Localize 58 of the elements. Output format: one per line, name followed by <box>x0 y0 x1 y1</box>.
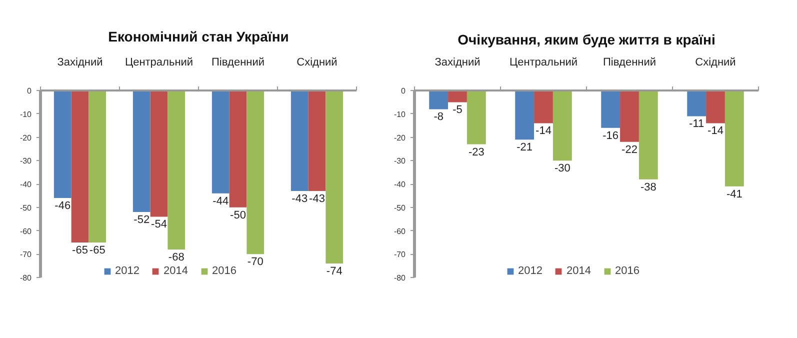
y-tick-label: 0 <box>401 86 406 96</box>
y-tick-label: -60 <box>20 226 32 236</box>
data-label: -8 <box>434 111 444 124</box>
legend-label: 2014 <box>566 265 591 277</box>
legend-label: 2016 <box>614 265 640 277</box>
y-tick-label: -50 <box>20 203 32 212</box>
chart-title: Економічний стан України <box>108 28 289 44</box>
x-tick-label: Західний <box>57 56 103 68</box>
y-tick-label: -40 <box>20 180 32 189</box>
data-label: -50 <box>230 209 246 222</box>
data-label: -43 <box>309 193 325 206</box>
y-tick-label: -20 <box>20 133 32 142</box>
y-tick-label: -10 <box>394 110 406 119</box>
data-label: -74 <box>326 265 342 278</box>
y-tick-label: -60 <box>394 226 406 236</box>
data-label: -23 <box>468 146 484 158</box>
y-tick-label: -40 <box>394 180 406 189</box>
data-label: -52 <box>134 214 150 226</box>
x-tick-label: Західний <box>434 56 480 68</box>
y-tick-label: -30 <box>394 156 406 166</box>
data-label: -22 <box>622 144 638 156</box>
data-label: -5 <box>452 104 462 116</box>
y-tick-label: 0 <box>27 86 32 96</box>
data-label: -14 <box>708 125 724 138</box>
y-tick-label: -70 <box>20 250 32 260</box>
y-tick-label: -70 <box>394 250 406 260</box>
data-label: -21 <box>516 142 533 154</box>
y-tick-label: -10 <box>20 110 32 119</box>
data-label: -44 <box>212 195 229 208</box>
data-label: -14 <box>536 125 552 138</box>
x-tick-label: Південний <box>211 56 265 68</box>
y-tick-label: -80 <box>394 274 406 282</box>
y-tick-label: -80 <box>20 274 32 282</box>
data-label: -70 <box>247 256 264 268</box>
data-label: -46 <box>54 200 71 212</box>
data-label: -38 <box>640 181 656 194</box>
data-label: -68 <box>168 251 184 264</box>
legend-label: 2016 <box>212 265 236 277</box>
data-label: -65 <box>72 244 88 256</box>
x-tick-label: Південний <box>602 56 656 68</box>
data-label: -41 <box>726 188 742 200</box>
x-tick-label: Східний <box>296 56 338 68</box>
y-tick-label: -30 <box>20 156 32 166</box>
data-label: -54 <box>151 218 167 231</box>
legend-label: 2014 <box>163 265 188 277</box>
y-tick-label: -50 <box>394 203 406 212</box>
x-tick-label: Центральний <box>124 56 194 68</box>
data-label: -65 <box>89 244 106 256</box>
data-label: -30 <box>554 162 570 175</box>
legend-label: 2012 <box>115 265 140 277</box>
data-label: -11 <box>689 118 704 130</box>
x-tick-label: Східний <box>695 56 736 68</box>
data-label: -43 <box>292 193 308 206</box>
x-tick-label: Центральний <box>509 56 578 68</box>
y-tick-label: -20 <box>394 133 406 142</box>
chart-title: Очікування, яким буде життя в країні <box>458 32 716 48</box>
legend-label: 2012 <box>518 265 542 277</box>
data-label: -16 <box>602 130 619 142</box>
